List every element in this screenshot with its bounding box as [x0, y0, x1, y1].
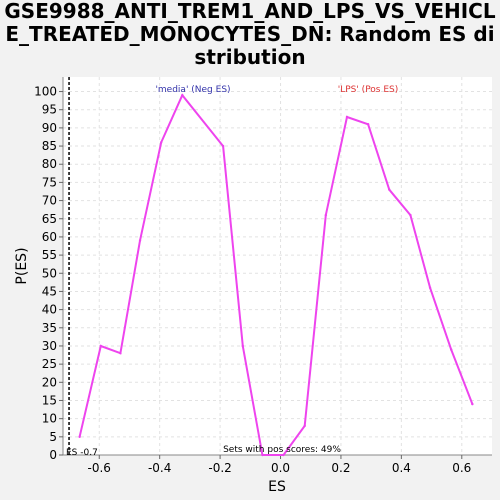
es-value-label: ES -0.7: [66, 448, 98, 458]
data-point: [221, 144, 225, 148]
chart-title: GSE9988_ANTI_TREM1_AND_LPS_VS_VEHICLE_TR…: [4, 0, 496, 69]
y-tick-label: 10: [42, 412, 57, 426]
y-tick-label: 100: [34, 85, 57, 99]
y-tick-label: 60: [42, 230, 57, 244]
data-point: [324, 213, 328, 217]
x-tick-label: 0.4: [392, 461, 411, 475]
x-tick-label: 0.0: [271, 461, 290, 475]
data-point: [428, 286, 432, 290]
x-tick-label: -0.4: [148, 461, 171, 475]
y-tick-label: 55: [42, 248, 57, 262]
y-tick-label: 15: [42, 393, 57, 407]
y-tick-label: 35: [42, 321, 57, 335]
y-tick-label: 45: [42, 284, 57, 298]
y-tick-label: 40: [42, 303, 57, 317]
data-point: [409, 213, 412, 217]
y-tick-label: 25: [42, 357, 57, 371]
data-point: [138, 239, 142, 242]
y-ticks: 0 5 10 15 20 25 30 35 40 45 50 55 60 65 70 75 80 85 90 95 10…: [34, 85, 63, 462]
x-tick-label: 0.2: [331, 461, 350, 475]
data-point: [181, 93, 184, 97]
y-tick-label: 0: [49, 448, 57, 462]
neg-es-label: 'media' (Neg ES): [155, 85, 230, 95]
data-point: [366, 123, 370, 126]
plot-area: [63, 77, 492, 455]
x-tick-label: 0.6: [452, 461, 471, 475]
y-tick-label: 90: [42, 121, 57, 135]
data-point: [388, 188, 391, 191]
grid-lines: [63, 77, 492, 456]
y-tick-label: 50: [42, 266, 57, 280]
data-point: [450, 348, 453, 351]
y-tick-label: 70: [42, 194, 57, 208]
x-tick-label: -0.2: [208, 461, 231, 475]
pos-es-label: 'LPS' (Pos ES): [338, 85, 399, 95]
data-point: [282, 453, 285, 457]
data-point: [261, 453, 264, 457]
sets-pos-label: Sets with pos scores: 49%: [223, 445, 341, 455]
y-tick-label: 30: [42, 339, 57, 353]
y-tick-label: 80: [42, 157, 57, 171]
x-axis-label: ES: [268, 479, 286, 495]
y-tick-label: 85: [42, 139, 57, 153]
y-tick-label: 75: [42, 175, 57, 189]
y-tick-label: 65: [42, 212, 57, 226]
data-point: [78, 435, 81, 439]
data-point: [119, 352, 122, 355]
data-point: [345, 115, 349, 119]
y-axis-label: P(ES): [14, 247, 30, 284]
x-tick-label: -0.6: [88, 461, 111, 475]
y-tick-label: 20: [42, 375, 57, 389]
x-ticks: -0.6 -0.4 -0.2 0.0 0.2 0.4 0.6: [88, 455, 471, 475]
series-points: [78, 93, 474, 457]
data-point: [99, 344, 102, 348]
data-point: [241, 344, 244, 348]
data-point: [303, 424, 306, 428]
data-point: [159, 141, 163, 144]
y-tick-label: 5: [49, 430, 57, 444]
data-point: [471, 402, 474, 406]
y-tick-label: 95: [42, 103, 57, 117]
